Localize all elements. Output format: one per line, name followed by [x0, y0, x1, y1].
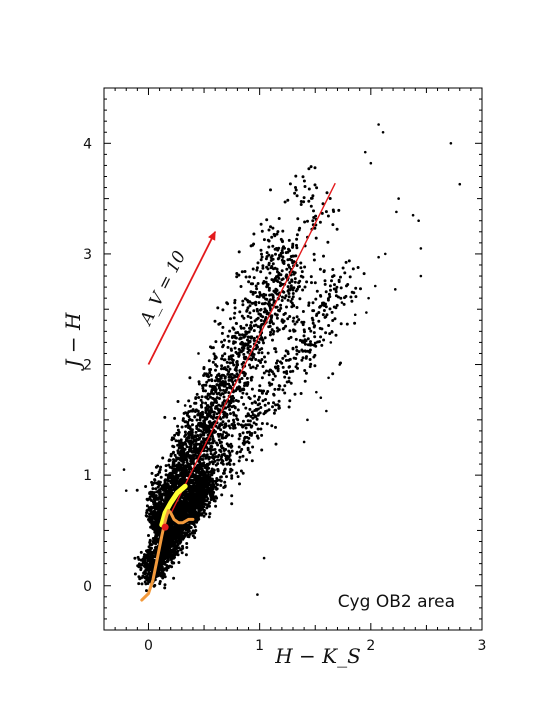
outlier-point: [365, 311, 368, 314]
axis-ticks: [103, 87, 483, 631]
axis-tick-labels: 0 1 2 3 0 1 2 3 4: [83, 136, 486, 654]
outlier-point: [367, 296, 370, 300]
outlier-point: [262, 556, 266, 560]
reddening-vector: A_V = 10: [136, 230, 216, 365]
av-arrow: [147, 230, 216, 365]
y-tick-label: 3: [83, 247, 92, 263]
reference-point-marker: [161, 523, 169, 531]
outlier-point: [393, 288, 397, 291]
outlier-point: [353, 313, 357, 317]
scatter-cloud: [133, 165, 366, 593]
outlier-point: [419, 274, 423, 278]
outlier-point: [340, 301, 344, 304]
outlier-point: [458, 182, 462, 186]
outlier-point: [395, 210, 398, 214]
outlier-point: [124, 489, 128, 492]
outlier-point: [383, 252, 387, 256]
region-annotation: Cyg OB2 area: [338, 592, 455, 612]
giant-branch-curve: [159, 483, 188, 528]
outlier-point: [377, 255, 380, 259]
outlier-point: [183, 404, 187, 407]
y-tick-label: 4: [83, 136, 92, 152]
x-tick-label: 3: [478, 638, 487, 654]
outlier-point: [449, 142, 453, 145]
outlier-point: [302, 440, 306, 444]
outlier-point: [329, 341, 333, 344]
dwarf-sequence-curve: [140, 509, 195, 602]
outlier-point: [325, 409, 328, 413]
x-tick-label: 2: [366, 638, 375, 654]
outlier-point: [411, 213, 415, 217]
outlier-point: [315, 390, 318, 394]
x-axis-title: H − K_S: [274, 644, 361, 668]
outlier-point: [381, 130, 385, 134]
outlier-point: [397, 197, 400, 200]
model-curves: [140, 182, 336, 602]
reddening-line: [170, 182, 336, 515]
outlier-point: [256, 593, 259, 596]
outlier-point: [122, 468, 126, 471]
outlier-point: [377, 123, 380, 126]
outlier-point: [330, 330, 334, 333]
outlier-point: [419, 247, 423, 250]
outlier-point: [327, 376, 330, 380]
outlier-point: [369, 161, 373, 165]
y-axis-title: J − H: [61, 312, 85, 371]
star-scatter-points: [122, 123, 462, 596]
outlier-point: [363, 150, 367, 154]
x-tick-label: 0: [144, 638, 153, 654]
x-tick-label: 1: [255, 638, 264, 654]
outlier-point: [338, 363, 341, 366]
y-tick-label: 0: [83, 579, 92, 595]
outlier-point: [417, 219, 420, 223]
y-tick-label: 2: [83, 358, 92, 374]
y-tick-label: 1: [83, 468, 92, 484]
outlier-point: [319, 396, 323, 400]
outlier-point: [197, 352, 200, 355]
outlier-point: [306, 418, 309, 422]
outlier-point: [373, 284, 377, 288]
av-label: A_V = 10: [136, 248, 191, 330]
